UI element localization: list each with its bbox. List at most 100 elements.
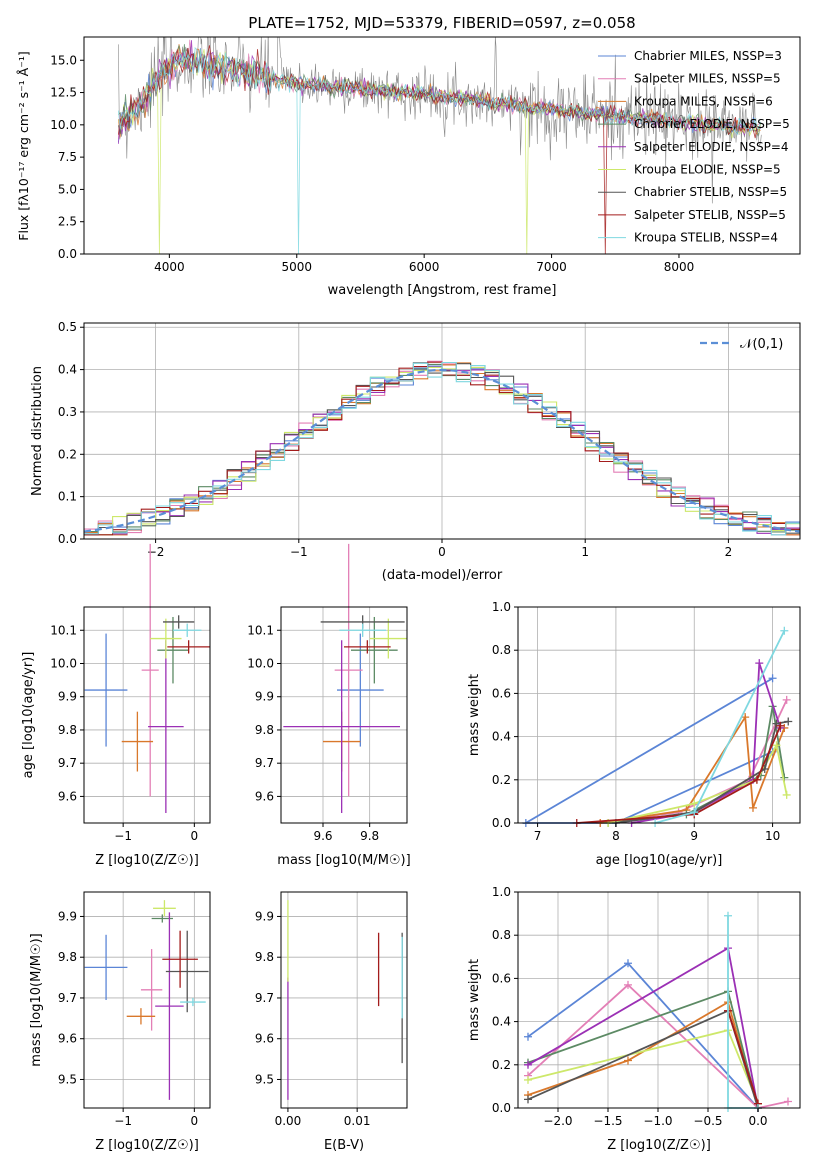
spectrum-frame [83, 36, 801, 255]
x-axis-label: E(B-V) [324, 1138, 364, 1153]
y-tick-label: 9.5 [58, 1072, 77, 1086]
x-tick-label: 7 [534, 829, 542, 843]
y-tick-label: 9.8 [255, 950, 274, 964]
x-axis-label: age [log10(age/yr)] [596, 853, 723, 868]
age_vs_Z-frame [83, 606, 211, 824]
y-tick-label: 9.7 [255, 991, 274, 1005]
data-point-marker [755, 659, 764, 668]
data-point-marker [524, 1075, 532, 1084]
x-tick-label: −1 [290, 545, 308, 559]
x-tick-label: 0.01 [344, 1114, 371, 1128]
y-tick-label: 0.5 [58, 320, 77, 334]
y-tick-label: 9.5 [255, 1072, 274, 1086]
y-tick-label: 0.3 [58, 405, 77, 419]
y-tick-label: 0.2 [492, 773, 511, 787]
y-tick-label: 0.2 [492, 1058, 511, 1072]
x-tick-label: 9 [690, 829, 698, 843]
y-tick-label: 9.7 [58, 756, 77, 770]
y-tick-label: 2.5 [58, 215, 77, 229]
x-tick-label: 7000 [536, 260, 567, 274]
y-axis-label: Flux [fλ10⁻¹⁷ erg cm⁻² s⁻¹ Å⁻¹] [16, 51, 31, 240]
y-tick-label: 0.1 [58, 490, 77, 504]
y-axis-label: age [log10(age/yr)] [21, 652, 36, 779]
x-axis-label: wavelength [Angstrom, rest frame] [328, 283, 557, 298]
y-tick-label: 0.6 [492, 686, 511, 700]
y-axis-label: mass weight [467, 674, 482, 756]
legend-label: Salpeter MILES, NSSP=5 [634, 72, 781, 86]
y-tick-label: 9.8 [58, 723, 77, 737]
age_vs_Z-axes [84, 607, 210, 823]
mass_vs_ebv-axes [281, 892, 407, 1108]
y-tick-label: 10.0 [50, 118, 77, 132]
x-tick-label: 6000 [409, 260, 440, 274]
series-line [576, 725, 782, 824]
spectrum-model-line [118, 45, 761, 254]
legend-label: Chabrier ELODIE, NSSP=5 [634, 117, 790, 131]
x-tick-label: 1 [581, 545, 589, 559]
x-tick-label: 2 [725, 545, 733, 559]
data-point-marker [782, 695, 791, 704]
x-tick-label: 9.6 [313, 829, 332, 843]
series-line [527, 1000, 759, 1109]
y-tick-label: 9.9 [58, 690, 77, 704]
y-tick-label: 10.0 [247, 656, 274, 670]
legend-label: Kroupa MILES, NSSP=6 [634, 94, 773, 108]
y-tick-label: 0.6 [492, 971, 511, 985]
data-point-marker [724, 911, 732, 920]
x-tick-label: 8 [612, 829, 620, 843]
x-tick-label: −1.0 [643, 1114, 672, 1128]
x-tick-label: −0.5 [693, 1114, 722, 1128]
data-point-marker [524, 1060, 532, 1069]
data-point-marker [784, 717, 793, 726]
data-point-marker [524, 1095, 532, 1104]
chart-title: PLATE=1752, MJD=53379, FIBERID=0597, z=0… [248, 14, 635, 32]
x-axis-label: Z [log10(Z/Z☉)] [95, 853, 199, 868]
mass_vs_ebv-frame [280, 891, 408, 1109]
y-tick-label: 0.0 [492, 1101, 511, 1115]
series-line [527, 1009, 759, 1109]
y-axis-label: mass [log10(M/M☉)] [29, 933, 44, 1066]
series-line [527, 990, 759, 1109]
series-line [600, 714, 786, 824]
weight_vs_Z-frame [517, 891, 801, 1109]
data-point-marker [752, 775, 761, 784]
y-tick-label: 10.0 [50, 656, 77, 670]
series-line [527, 983, 789, 1109]
x-tick-label: 0 [191, 1114, 199, 1128]
spectrum-model-line [118, 53, 761, 135]
y-tick-label: 12.5 [50, 86, 77, 100]
x-tick-label: 0.0 [748, 1114, 767, 1128]
y-tick-label: 9.7 [58, 991, 77, 1005]
legend-label: 𝒩(0,1) [740, 337, 783, 352]
y-tick-label: 0.8 [492, 928, 511, 942]
x-tick-label: 4000 [154, 260, 185, 274]
y-tick-label: 9.9 [255, 690, 274, 704]
y-tick-label: 10.1 [247, 623, 274, 637]
y-tick-label: 9.6 [58, 1032, 77, 1046]
x-axis-label: mass [log10(M/M☉)] [277, 853, 410, 868]
series-line [727, 1010, 759, 1104]
spectrum-data [118, 37, 762, 204]
y-tick-label: 9.6 [58, 789, 77, 803]
data-point-marker [624, 959, 632, 968]
y-tick-label: 0.4 [492, 730, 511, 744]
series-line [522, 677, 774, 824]
y-axis-label: Normed distribution [30, 366, 45, 496]
y-tick-label: 0.0 [492, 816, 511, 830]
y-axis-label: mass weight [467, 959, 482, 1041]
spectrum-model-line [118, 46, 761, 254]
y-tick-label: 9.8 [58, 950, 77, 964]
x-tick-label: 0.00 [275, 1114, 302, 1128]
x-tick-label: 0 [438, 545, 446, 559]
gaussian-reference [83, 368, 801, 533]
x-tick-label: −1.5 [593, 1114, 622, 1128]
x-axis-label: Z [log10(Z/Z☉)] [607, 1138, 711, 1153]
y-tick-label: 0.0 [58, 247, 77, 261]
mass_vs_Z-frame [83, 891, 211, 1109]
y-tick-label: 9.9 [58, 909, 77, 923]
data-point-marker [782, 790, 791, 799]
legend-label: Chabrier MILES, NSSP=3 [634, 49, 782, 63]
data-point-marker [690, 799, 699, 808]
x-tick-label: −2 [147, 545, 165, 559]
